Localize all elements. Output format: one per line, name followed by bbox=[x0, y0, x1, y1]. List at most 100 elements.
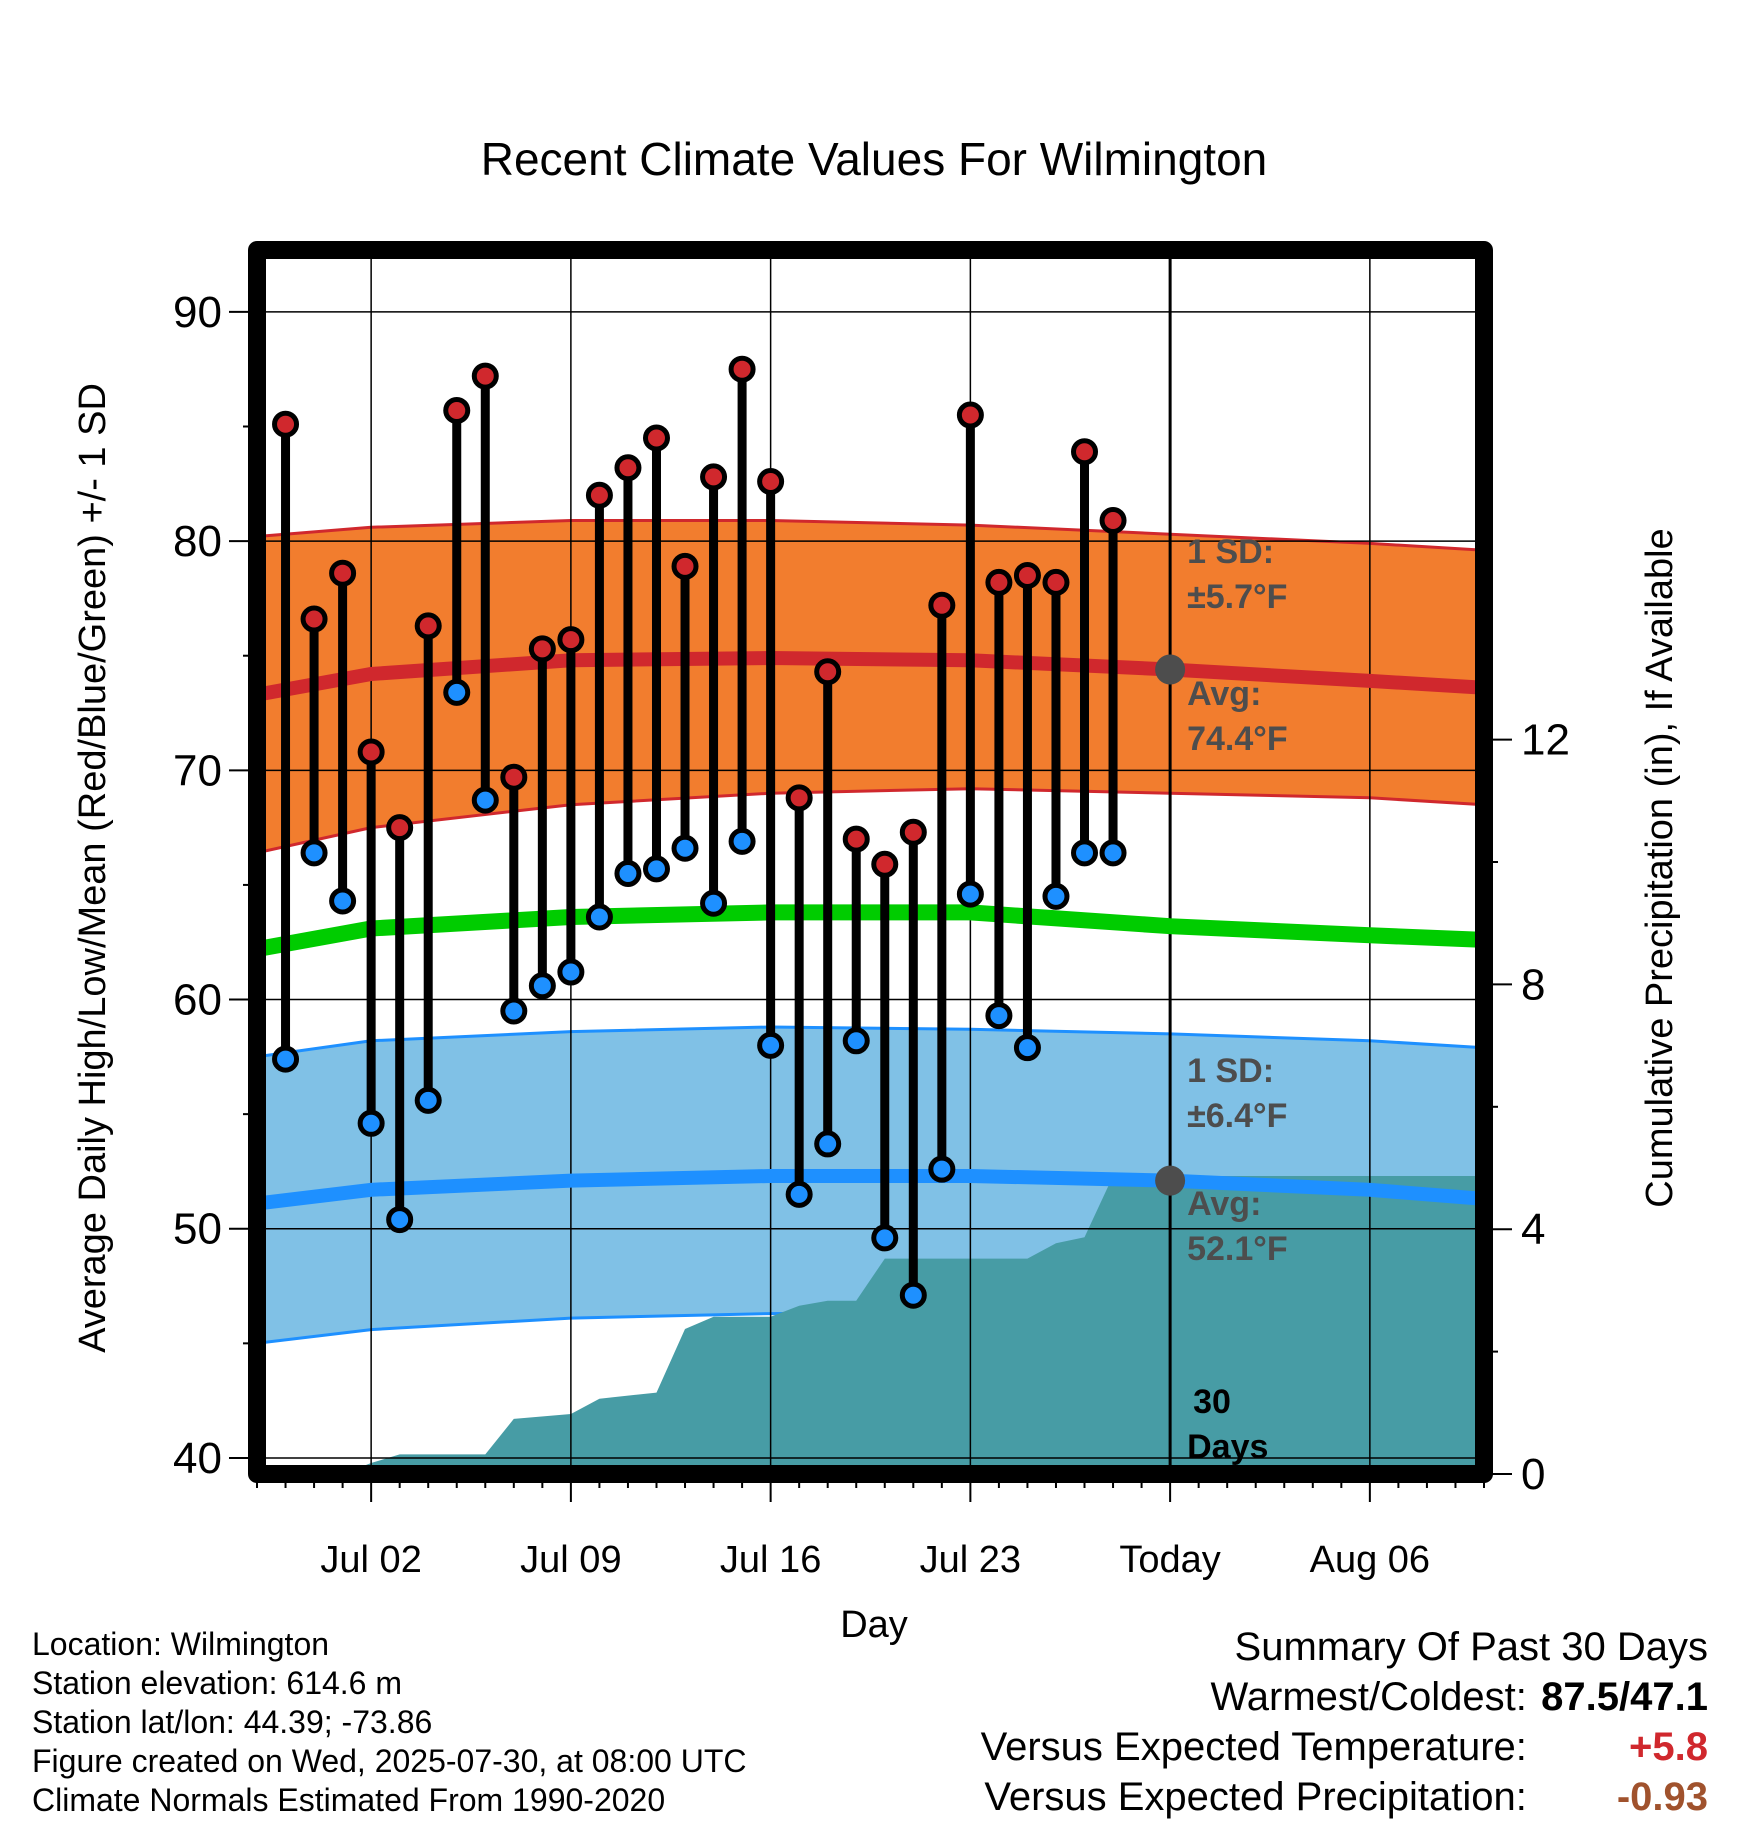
x-tick-label: Jul 02 bbox=[320, 1539, 421, 1581]
daily-high-point bbox=[585, 481, 613, 509]
daily-low-point bbox=[871, 1224, 899, 1252]
today-high-avg-marker bbox=[1155, 654, 1186, 685]
daily-low-point bbox=[728, 827, 756, 855]
daily-high-point bbox=[1071, 438, 1099, 466]
daily-low-point bbox=[357, 1109, 385, 1137]
daily-low-point bbox=[700, 889, 728, 917]
daily-high-point bbox=[956, 401, 984, 429]
x-tick-label: Aug 06 bbox=[1310, 1539, 1430, 1581]
low-sd-label: 1 SD: bbox=[1187, 1052, 1274, 1090]
daily-high-point bbox=[443, 396, 471, 424]
x-axis-label: Day bbox=[840, 1604, 908, 1646]
summary-heading: Summary Of Past 30 Days bbox=[1234, 1625, 1708, 1669]
daily-low-point bbox=[642, 855, 670, 883]
high-sd-upper-line bbox=[257, 519, 1484, 552]
days-count-label: 30 bbox=[1193, 1383, 1231, 1421]
daily-high-point bbox=[785, 784, 813, 812]
daily-low-point bbox=[443, 678, 471, 706]
location-text: Location: Wilmington bbox=[32, 1626, 330, 1662]
high-avg-value: 74.4°F bbox=[1187, 720, 1288, 758]
x-tick-label: Jul 16 bbox=[720, 1539, 821, 1581]
daily-high-point bbox=[272, 410, 300, 438]
x-tick-label: Today bbox=[1119, 1539, 1220, 1581]
created-text: Figure created on Wed, 2025-07-30, at 08… bbox=[32, 1743, 747, 1779]
daily-low-point bbox=[500, 997, 528, 1025]
daily-low-point bbox=[272, 1045, 300, 1073]
daily-low-point bbox=[785, 1180, 813, 1208]
low-sd-value: ±6.4°F bbox=[1187, 1097, 1287, 1135]
summary-panel: Summary Of Past 30 Days Warmest/Coldest:… bbox=[981, 1622, 1708, 1822]
daily-high-point bbox=[1013, 561, 1041, 589]
daily-high-point bbox=[471, 362, 499, 390]
daily-high-point bbox=[728, 355, 756, 383]
high-sd-value: ±5.7°F bbox=[1187, 578, 1287, 616]
daily-high-point bbox=[871, 850, 899, 878]
y-tick-label: 50 bbox=[173, 1205, 222, 1254]
daily-low-point bbox=[386, 1206, 414, 1234]
y2-tick-label: 4 bbox=[1521, 1205, 1545, 1254]
temp-departure-value: +5.8 bbox=[1629, 1725, 1708, 1769]
daily-high-point bbox=[700, 463, 728, 491]
y2-axis-label: Cumulative Precipitation (in), If Availa… bbox=[1639, 528, 1681, 1207]
daily-high-point bbox=[899, 818, 927, 846]
high-avg-line bbox=[257, 650, 1484, 702]
daily-low-point bbox=[928, 1155, 956, 1183]
daily-low-point bbox=[985, 1002, 1013, 1030]
daily-high-point bbox=[757, 468, 785, 496]
low-sd-upper-line bbox=[257, 1025, 1484, 1059]
daily-high-point bbox=[386, 814, 414, 842]
precip-departure-value: -0.93 bbox=[1616, 1775, 1708, 1819]
warmest-coldest-label: Warmest/Coldest: bbox=[1210, 1675, 1527, 1719]
y-tick-label: 90 bbox=[173, 288, 222, 337]
y2-tick-label: 12 bbox=[1521, 716, 1570, 765]
mean-avg-line bbox=[257, 904, 1484, 957]
plot-area: 1 SD: ±5.7°F Avg: 74.4°F 1 SD: ±6.4°F Avg: 52.1… bbox=[173, 241, 1570, 1581]
temp-departure-label: Versus Expected Temperature: bbox=[980, 1725, 1527, 1769]
daily-high-point bbox=[1042, 568, 1070, 596]
daily-low-point bbox=[757, 1031, 785, 1059]
daily-low-point bbox=[1071, 839, 1099, 867]
x-tick-label: Jul 23 bbox=[920, 1539, 1021, 1581]
daily-low-point bbox=[471, 786, 499, 814]
daily-low-point bbox=[528, 972, 556, 1000]
y-tick-label: 40 bbox=[173, 1434, 222, 1483]
temp-departure-row: Versus Expected Temperature: +5.8 bbox=[981, 1722, 1708, 1772]
daily-low-point bbox=[899, 1281, 927, 1309]
daily-high-point bbox=[985, 568, 1013, 596]
days-unit-label: Days bbox=[1187, 1428, 1268, 1466]
latlon-text: Station lat/lon: 44.39; -73.86 bbox=[32, 1704, 433, 1740]
precip-departure-row: Versus Expected Precipitation: -0.93 bbox=[981, 1772, 1708, 1822]
warmest-coldest-row: Warmest/Coldest: 87.5/47.1 bbox=[981, 1672, 1709, 1722]
low-avg-value: 52.1°F bbox=[1187, 1230, 1288, 1268]
y-axis-label: Average Daily High/Low/Mean (Red/Blue/Gr… bbox=[72, 383, 114, 1353]
daily-low-point bbox=[1013, 1034, 1041, 1062]
daily-high-point bbox=[642, 424, 670, 452]
warmest-coldest-value: 87.5/47.1 bbox=[1541, 1675, 1708, 1719]
normals-text: Climate Normals Estimated From 1990-2020 bbox=[32, 1782, 666, 1818]
plot-content: 1 SD: ±5.7°F Avg: 74.4°F 1 SD: ±6.4°F Avg: 52.1… bbox=[257, 250, 1484, 1474]
low-avg-line bbox=[257, 1169, 1484, 1211]
daily-high-point bbox=[1099, 506, 1127, 534]
daily-low-point bbox=[1099, 839, 1127, 867]
daily-high-point bbox=[814, 658, 842, 686]
daily-low-point bbox=[814, 1130, 842, 1158]
cumulative-precip-area bbox=[257, 1176, 1484, 1474]
x-tick-label: Jul 09 bbox=[520, 1539, 621, 1581]
daily-high-point bbox=[614, 454, 642, 482]
daily-high-point bbox=[357, 738, 385, 766]
daily-low-point bbox=[956, 880, 984, 908]
y2-tick-label: 0 bbox=[1521, 1450, 1545, 1499]
daily-low-point bbox=[414, 1086, 442, 1114]
y-tick-label: 70 bbox=[173, 746, 222, 795]
daily-low-point bbox=[614, 859, 642, 887]
today-low-avg-marker bbox=[1155, 1165, 1186, 1196]
daily-high-point bbox=[528, 635, 556, 663]
chart-title: Recent Climate Values For Wilmington bbox=[481, 133, 1268, 185]
y2-tick-label: 8 bbox=[1521, 960, 1545, 1009]
y-tick-label: 80 bbox=[173, 517, 222, 566]
daily-low-point bbox=[300, 839, 328, 867]
daily-low-point bbox=[557, 958, 585, 986]
daily-low-point bbox=[329, 887, 357, 915]
daily-high-point bbox=[928, 591, 956, 619]
